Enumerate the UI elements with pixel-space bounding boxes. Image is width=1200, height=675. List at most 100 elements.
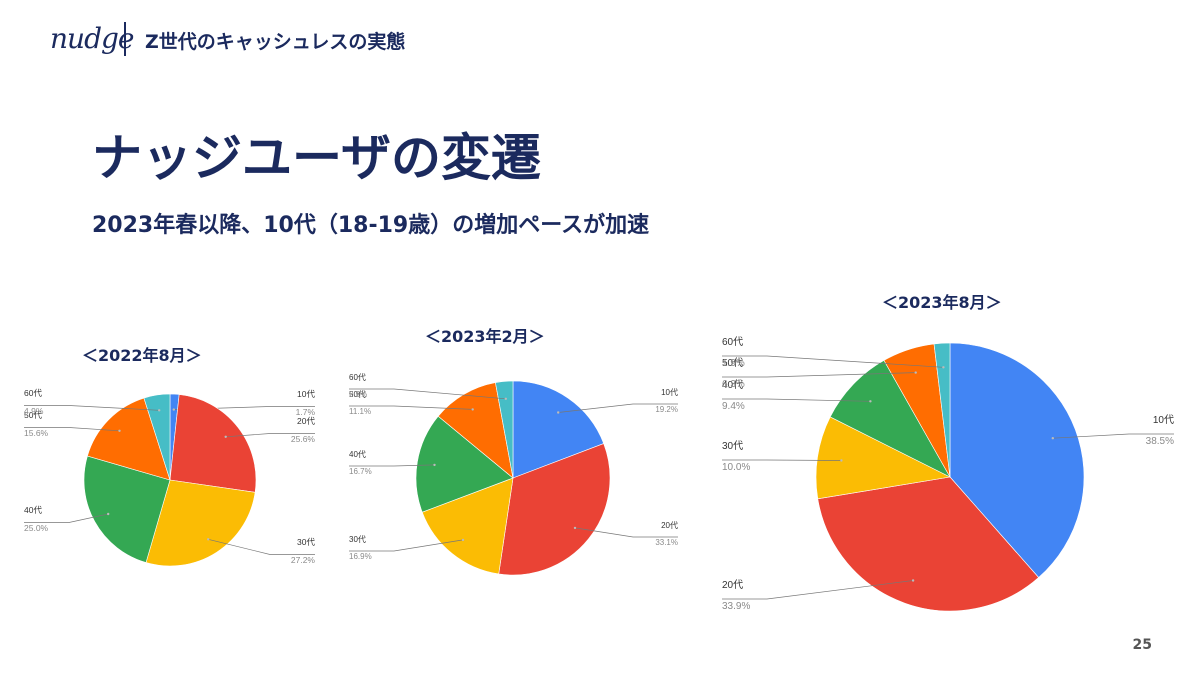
page-title: ナッジユーザの変遷	[92, 129, 541, 187]
callout-dot-40s	[869, 400, 872, 403]
pie-chart-2023-08: 10代 38.5% 20代 33.9% 30代 10.0% 40代 9.4% 50代 6.3% 60…	[722, 336, 1174, 612]
label-pct-10s: 38.5%	[1146, 436, 1174, 447]
page-number: 25	[1132, 637, 1152, 653]
label-name-50s: 50代	[722, 357, 743, 369]
label-name-60s: 60代	[24, 388, 42, 398]
callout-line-20s	[225, 433, 315, 438]
label-pct-30s: 10.0%	[722, 462, 750, 473]
label-name-40s: 40代	[722, 379, 743, 391]
label-pct-10s: 19.2%	[655, 405, 678, 414]
callout-dot-20s	[573, 526, 577, 530]
header-title: Z世代のキャッシュレスの実態	[145, 31, 406, 53]
pie-chart-2023-02: 10代 19.2% 20代 33.1% 30代 16.9% 40代 16.7% 50代 11.1%…	[349, 372, 678, 576]
label-name-20s: 20代	[661, 520, 678, 530]
callout-line-50s	[722, 372, 916, 378]
callout-line-30s	[208, 538, 315, 555]
pie-slice-50s	[437, 382, 514, 479]
label-pct-50s: 15.6%	[24, 428, 49, 438]
callout-dot-40s	[433, 463, 436, 467]
label-name-30s: 30代	[297, 537, 315, 547]
callout-line-60s	[24, 405, 160, 411]
callout-dot-30s	[840, 459, 843, 462]
callout-dot-30s	[461, 538, 465, 542]
pie-slice-40s	[415, 415, 514, 513]
page-subtitle: 2023年春以降、10代（18-19歳）の増加ペースが加速	[92, 213, 650, 238]
label-name-20s: 20代	[722, 579, 743, 591]
pie-slice-20s	[817, 476, 1040, 612]
pie-slice-40s	[83, 455, 171, 563]
chart-title-2023-08: ＜2023年8月＞	[882, 293, 1002, 312]
label-pct-60s: 1.9%	[722, 358, 745, 369]
label-name-30s: 30代	[349, 534, 366, 544]
callout-dot-50s	[914, 371, 917, 374]
label-pct-60s: 2.9%	[349, 390, 367, 399]
callout-dot-60s	[504, 397, 507, 400]
label-pct-50s: 11.1%	[349, 407, 371, 416]
pie-slice-30s	[815, 416, 951, 500]
label-name-40s: 40代	[24, 505, 42, 515]
callout-line-20s	[722, 580, 914, 600]
callout-dot-10s	[172, 408, 175, 411]
callout-dot-30s	[207, 538, 210, 541]
label-pct-20s: 33.1%	[655, 538, 678, 547]
pie-slice-60s	[495, 380, 514, 479]
callout-dot-40s	[107, 512, 110, 516]
callout-dot-50s	[118, 429, 121, 432]
callout-dot-10s	[1051, 437, 1055, 440]
label-pct-20s: 25.6%	[291, 434, 316, 444]
pie-slice-60s	[933, 342, 951, 478]
pie-slice-20s	[169, 394, 257, 493]
pie-slice-50s	[87, 397, 171, 481]
label-pct-30s: 16.9%	[349, 552, 372, 561]
label-name-20s: 20代	[297, 416, 315, 426]
callout-line-30s	[349, 539, 464, 552]
label-name-10s: 10代	[297, 389, 315, 399]
logo-divider	[124, 22, 126, 56]
callout-dot-20s	[911, 579, 915, 582]
pie-slice-10s	[512, 380, 605, 479]
pie-slice-30s	[145, 479, 256, 567]
callout-line-60s	[722, 355, 944, 368]
label-pct-40s: 16.7%	[349, 467, 372, 476]
callout-line-50s	[24, 427, 120, 432]
label-name-10s: 10代	[661, 387, 678, 397]
pie-slice-10s	[949, 342, 1085, 578]
pie-slice-30s	[421, 477, 514, 575]
callout-dot-60s	[158, 409, 161, 412]
callout-dot-10s	[557, 411, 560, 414]
label-pct-30s: 27.2%	[291, 555, 316, 565]
callout-line-50s	[349, 405, 473, 410]
label-pct-40s: 25.0%	[24, 523, 49, 533]
pie-slice-20s	[498, 443, 611, 576]
callout-line-30s	[722, 459, 842, 461]
label-name-10s: 10代	[1153, 414, 1174, 426]
pie-slice-40s	[829, 359, 951, 478]
callout-line-10s	[1052, 433, 1174, 439]
pie-chart-2022-08: 10代 1.7%20代 25.6% 30代 27.2% 40代 25.0% 50代 15.6% 6…	[24, 388, 316, 567]
label-pct-60s: 4.9%	[24, 406, 44, 416]
chart-title-2022-08: ＜2022年8月＞	[82, 346, 202, 365]
callout-dot-50s	[471, 408, 474, 411]
callout-line-60s	[349, 388, 506, 400]
callout-dot-60s	[942, 366, 945, 369]
callout-line-10s	[558, 403, 678, 413]
label-name-40s: 40代	[349, 449, 366, 459]
label-pct-20s: 33.9%	[722, 601, 750, 612]
callout-dot-20s	[224, 435, 227, 438]
label-name-50s: 50代	[24, 410, 42, 420]
label-pct-50s: 6.3%	[722, 379, 745, 390]
nudge-logo: nudge	[50, 22, 134, 55]
callout-line-40s	[24, 513, 109, 523]
label-name-30s: 30代	[722, 440, 743, 452]
label-pct-10s: 1.7%	[296, 407, 316, 417]
label-name-60s: 60代	[722, 336, 743, 348]
callout-line-40s	[349, 464, 435, 467]
label-name-60s: 60代	[349, 372, 366, 382]
callout-line-20s	[574, 527, 678, 538]
chart-title-2023-02: ＜2023年2月＞	[425, 327, 545, 346]
pie-slice-60s	[143, 393, 171, 481]
callout-line-40s	[722, 398, 871, 402]
label-name-50s: 50代	[349, 389, 366, 399]
label-pct-40s: 9.4%	[722, 401, 745, 412]
